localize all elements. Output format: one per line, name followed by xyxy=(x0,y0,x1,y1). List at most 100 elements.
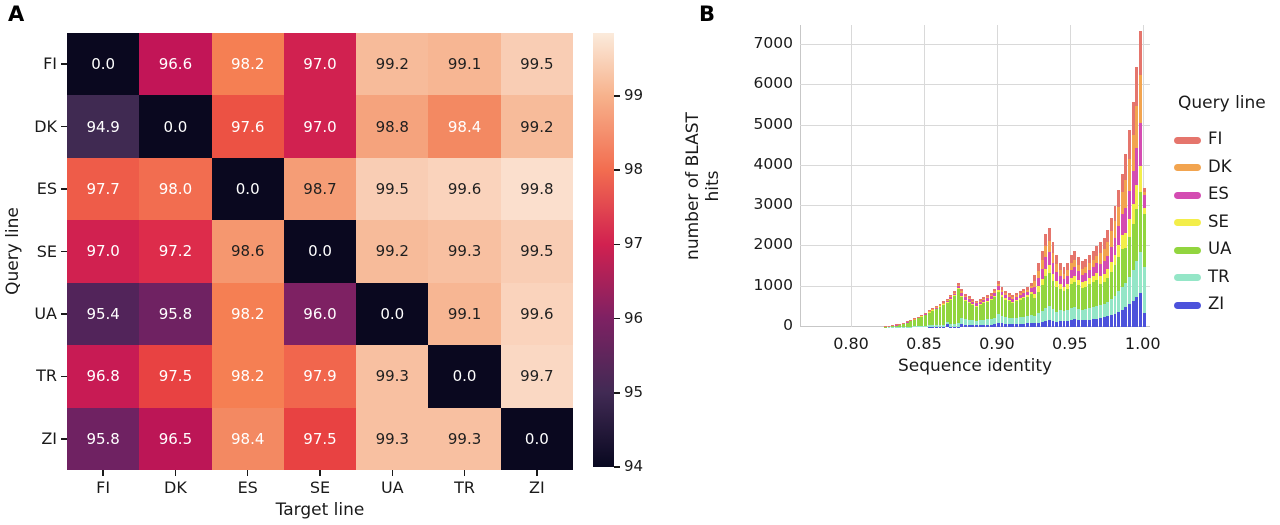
bar-segment-ua xyxy=(898,324,902,327)
bar-segment-zi xyxy=(1029,323,1033,327)
bar-segment-ua xyxy=(982,303,986,320)
bar-segment-dk xyxy=(1128,159,1132,191)
bar-segment-ua xyxy=(1044,276,1048,308)
bar-segment-zi xyxy=(1011,324,1015,327)
histogram-plot xyxy=(800,25,1150,327)
bar-segment-dk xyxy=(967,298,971,300)
heatmap-cell: 98.2 xyxy=(211,282,284,346)
x-tick-label: 0.85 xyxy=(906,334,942,353)
y-tick-label: 5000 xyxy=(753,114,793,133)
heatmap-cell: 98.2 xyxy=(211,345,284,408)
bar-segment-tr xyxy=(920,326,924,327)
bar-segment-dk xyxy=(953,292,957,294)
heatmap-cell: 99.1 xyxy=(428,282,501,346)
bar-segment-ua xyxy=(1066,289,1070,311)
bar-segment-ua xyxy=(1062,291,1066,312)
bar-segment-fi xyxy=(1091,250,1095,260)
legend-label-fi: FI xyxy=(1208,129,1223,148)
bar-segment-tr xyxy=(1124,282,1128,308)
heatmap-cell: 98.7 xyxy=(283,157,357,221)
bar-segment-se xyxy=(1120,235,1124,249)
heatmap-cell: 99.3 xyxy=(428,220,501,283)
bar-segment-dk xyxy=(1109,231,1113,247)
heatmap-cell: 96.0 xyxy=(283,282,357,346)
bar-segment-tr xyxy=(1004,317,1008,324)
bar-segment-ua xyxy=(956,288,960,324)
bar-segment-fi xyxy=(1128,129,1132,160)
bar-segment-se xyxy=(1128,219,1132,238)
bar-segment-fi xyxy=(1040,250,1044,261)
bar-segment-zi xyxy=(1106,316,1110,327)
heatmap-cell: 99.6 xyxy=(500,282,573,346)
bar-segment-tr xyxy=(956,323,960,327)
x-tick-mark xyxy=(319,470,321,476)
bar-segment-fi xyxy=(942,301,946,303)
bar-segment-es xyxy=(1026,291,1029,296)
heatmap-cell: 99.8 xyxy=(500,157,573,221)
bar-segment-fi xyxy=(964,293,967,296)
bar-segment-es xyxy=(1139,122,1142,166)
bar-segment-es xyxy=(1084,272,1088,282)
heatmap-cell: 99.1 xyxy=(428,33,501,96)
bar-segment-fi xyxy=(1022,288,1026,292)
bar-segment-zi xyxy=(960,324,964,327)
legend-swatch-zi xyxy=(1174,301,1201,309)
heatmap: 0.0 96.6 98.2 97.0 99.2 99.1 99.5 94.9 0.0 97.6 97… xyxy=(67,33,573,470)
bar-segment-se xyxy=(1015,300,1019,302)
bar-segment-fi xyxy=(938,303,942,305)
bar-segment-es xyxy=(960,292,964,296)
heatmap-cell: 99.6 xyxy=(428,157,501,221)
heatmap-cell: 0.0 xyxy=(211,157,284,221)
legend-label-dk: DK xyxy=(1208,156,1232,176)
bar-segment-se xyxy=(1051,273,1055,281)
heatmap-cell: 0.0 xyxy=(500,407,573,470)
heatmap-cell: 95.8 xyxy=(139,282,212,346)
bar-segment-zi xyxy=(964,324,967,327)
heatmap-row-label: SE xyxy=(36,241,57,261)
legend-swatch-ua xyxy=(1174,246,1201,254)
y-tick-mark xyxy=(61,438,67,440)
bar-segment-fi xyxy=(971,298,975,301)
bar-segment-tr xyxy=(971,320,975,326)
heatmap-cell: 0.0 xyxy=(428,345,501,408)
legend-swatch-dk xyxy=(1174,164,1201,171)
bar-segment-ua xyxy=(916,317,920,327)
bar-segment-tr xyxy=(982,319,986,325)
bar-segment-tr xyxy=(1084,309,1088,321)
bar-segment-dk xyxy=(1124,179,1128,208)
bar-segment-fi xyxy=(956,282,960,285)
heatmap-cell: 94.9 xyxy=(67,95,140,158)
heatmap-cell: 99.2 xyxy=(356,33,429,96)
bar-segment-dk xyxy=(1084,266,1088,273)
bar-segment-se xyxy=(971,303,975,305)
heatmap-cell: 98.6 xyxy=(211,220,284,283)
bar-segment-ua xyxy=(945,302,949,322)
bar-segment-dk xyxy=(1073,259,1077,267)
bar-segment-tr xyxy=(1077,308,1081,320)
bar-segment-ua xyxy=(927,312,931,326)
bar-segment-ua xyxy=(887,326,891,327)
bar-segment-fi xyxy=(1029,282,1033,286)
bar-segment-ua xyxy=(975,306,978,321)
bar-segment-tr xyxy=(1058,310,1062,321)
heatmap-cell: 99.5 xyxy=(500,33,573,96)
bar-segment-zi xyxy=(1142,313,1146,327)
bar-segment-zi xyxy=(1135,297,1139,327)
bar-segment-es xyxy=(1029,288,1033,293)
legend-label-tr: TR xyxy=(1208,266,1230,286)
bar-segment-fi xyxy=(1018,290,1022,294)
bar-segment-zi xyxy=(945,323,949,327)
bar-segment-fi xyxy=(1080,260,1084,269)
bar-segment-es xyxy=(1051,262,1055,274)
bar-segment-se xyxy=(1124,232,1128,249)
bar-segment-zi xyxy=(1091,319,1095,327)
gridline-v xyxy=(1142,25,1144,327)
bar-segment-ua xyxy=(905,322,909,327)
histogram-xlabel: Sequence identity xyxy=(897,356,1053,376)
bar-segment-zi xyxy=(1073,319,1077,327)
bar-segment-ua xyxy=(934,308,938,326)
bar-segment-es xyxy=(1128,190,1132,220)
heatmap-col-label: FI xyxy=(96,478,111,497)
bar-segment-es xyxy=(1055,271,1059,282)
heatmap-cell: 97.7 xyxy=(67,157,140,221)
